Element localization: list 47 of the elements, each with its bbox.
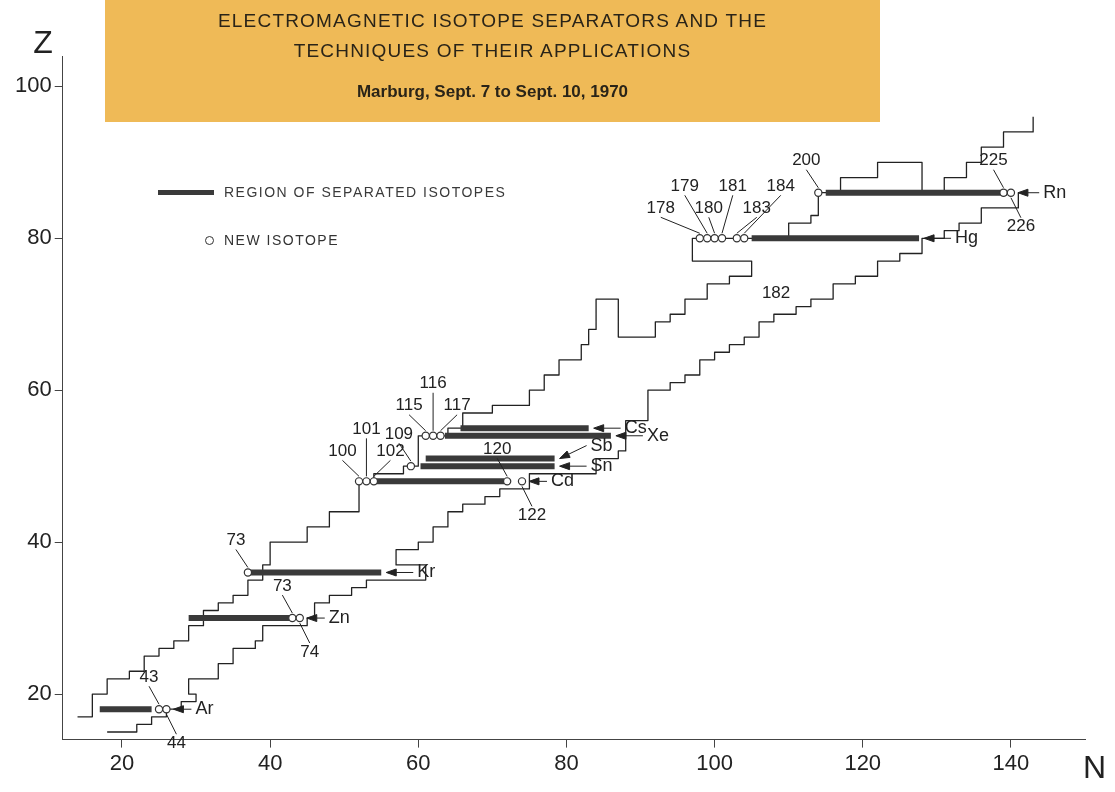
x-tick-label: 80: [554, 749, 579, 775]
x-tick-label: 40: [257, 749, 283, 775]
y-tick-label: 20: [27, 680, 52, 706]
annotation: 181: [718, 175, 747, 195]
annotation: 101: [352, 419, 381, 439]
y-axis-title: Z: [33, 23, 53, 60]
annotation: Sb: [590, 434, 613, 455]
x-tick-label: 140: [992, 749, 1030, 775]
annotation: 178: [646, 197, 675, 217]
annotation: 73: [272, 575, 292, 595]
y-tick-label: 60: [27, 376, 52, 402]
annotation: 200: [792, 150, 821, 170]
annotation: 43: [139, 666, 159, 686]
x-axis-title: N: [1083, 749, 1107, 786]
annotation: 117: [443, 395, 471, 415]
annotation: 179: [670, 175, 699, 195]
legend-label: REGION OF SEPARATED ISOTOPES: [224, 184, 507, 200]
annotation: Hg: [955, 227, 979, 248]
annotation: 182: [761, 283, 791, 303]
annotation: 183: [742, 197, 771, 217]
annotation: 225: [979, 150, 1008, 170]
annotation: 184: [766, 175, 795, 195]
annotation: 122: [517, 505, 547, 525]
y-tick-label: 40: [27, 528, 52, 554]
annotation: 226: [1006, 216, 1036, 236]
annotation: 109: [384, 423, 414, 443]
annotation: Xe: [646, 424, 669, 445]
annotation: Ar: [195, 698, 214, 719]
x-tick-label: 20: [109, 749, 135, 775]
text: Marburg, Sept. 7 to Sept. 10, 1970: [355, 82, 630, 102]
annotation: 120: [482, 439, 512, 459]
annotation: Rn: [1043, 181, 1067, 202]
legend-label: NEW ISOTOPE: [224, 232, 340, 248]
annotation: Zn: [328, 607, 350, 628]
annotation: 115: [395, 395, 423, 415]
annotation: 102: [376, 441, 405, 461]
annotation: 100: [328, 441, 357, 461]
annotation: 116: [419, 373, 447, 393]
x-tick-label: 120: [844, 749, 882, 775]
annotation: 180: [694, 197, 723, 217]
y-tick-label: 100: [14, 72, 52, 98]
chart-title: ELECTROMAGNETIC ISOTOPE SEPARATORS AND THE TECHNIQUES OF THEIR APPLICATIONS: [216, 9, 769, 63]
x-tick-label: 100: [696, 749, 733, 775]
annotation: 74: [300, 641, 320, 661]
y-tick-label: 80: [27, 224, 52, 250]
annotation: 73: [226, 530, 246, 550]
x-tick-label: 60: [406, 749, 431, 775]
